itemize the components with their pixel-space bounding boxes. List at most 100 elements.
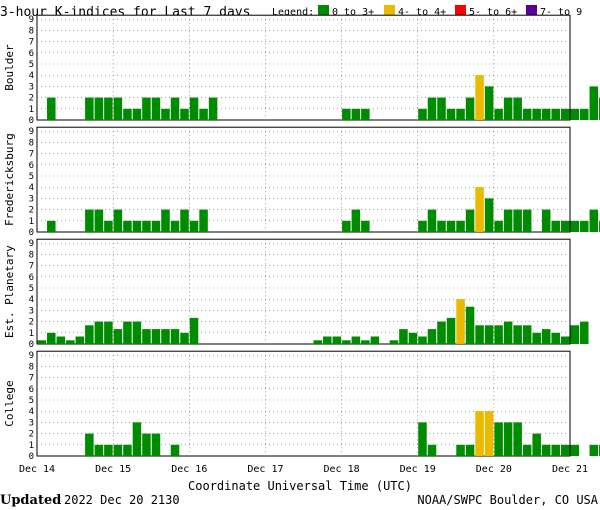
k-index-bar xyxy=(313,340,323,344)
k-index-bar xyxy=(170,220,180,232)
legend-label: Legend: xyxy=(272,7,314,18)
x-tick-label: Dec 14 xyxy=(19,464,55,475)
k-index-bar xyxy=(189,317,199,344)
k-index-bar xyxy=(142,220,151,232)
k-index-bar xyxy=(570,220,580,232)
y-tick-label: 0 xyxy=(29,340,34,350)
k-index-bar xyxy=(85,433,94,456)
k-index-bar xyxy=(532,433,541,456)
y-tick-label: 5 xyxy=(29,396,34,406)
k-index-bar xyxy=(94,321,104,344)
k-index-bar xyxy=(446,108,456,120)
k-index-bar xyxy=(465,97,475,120)
legend-item-label: 0 to 3+ xyxy=(332,7,374,18)
k-index-bar xyxy=(75,336,85,344)
k-index-bar xyxy=(437,321,446,344)
y-tick-label: 8 xyxy=(29,138,34,148)
y-tick-label: 9 xyxy=(29,127,34,137)
k-index-bar xyxy=(161,209,170,232)
y-tick-label: 0 xyxy=(29,452,34,462)
k-index-bar xyxy=(85,97,94,120)
k-index-bar xyxy=(437,97,446,120)
k-index-bar xyxy=(503,97,513,120)
k-index-bar xyxy=(104,444,113,456)
k-index-bar xyxy=(503,321,513,344)
k-index-bar xyxy=(123,108,132,120)
y-tick-label: 8 xyxy=(29,250,34,260)
k-index-bar xyxy=(475,75,484,120)
k-index-bar xyxy=(132,220,142,232)
k-index-bar xyxy=(484,325,494,344)
k-index-bar xyxy=(47,97,56,120)
k-index-bar xyxy=(494,325,503,344)
panel-label: College xyxy=(3,380,16,426)
k-index-bar xyxy=(342,108,351,120)
updated-value: 2022 Dec 20 2130 xyxy=(64,493,180,507)
y-tick-label: 6 xyxy=(29,385,34,395)
y-tick-label: 4 xyxy=(29,71,34,81)
legend-swatch xyxy=(318,5,329,16)
k-index-bar xyxy=(85,209,94,232)
y-tick-label: 9 xyxy=(29,351,34,361)
k-index-bar xyxy=(456,220,465,232)
k-index-bar xyxy=(522,325,532,344)
legend-swatch xyxy=(526,5,537,16)
k-index-bar xyxy=(142,329,151,344)
y-tick-label: 9 xyxy=(29,15,34,25)
k-index-bar xyxy=(541,209,551,232)
y-tick-label: 1 xyxy=(29,441,34,451)
k-index-bar xyxy=(437,220,446,232)
k-index-bar xyxy=(418,336,427,344)
k-index-bar xyxy=(551,108,560,120)
y-tick-label: 7 xyxy=(29,38,34,48)
k-index-bar xyxy=(427,97,437,120)
k-index-bar xyxy=(361,108,370,120)
k-index-bar xyxy=(541,108,551,120)
k-index-bar xyxy=(513,325,522,344)
k-index-bar xyxy=(180,108,189,120)
k-index-bar xyxy=(503,422,513,456)
y-tick-label: 2 xyxy=(29,94,34,104)
k-index-bar xyxy=(142,97,151,120)
k-index-bar xyxy=(522,108,532,120)
x-tick-label: Dec 20 xyxy=(476,464,512,475)
y-tick-label: 3 xyxy=(29,194,34,204)
y-tick-label: 4 xyxy=(29,295,34,305)
k-index-bar xyxy=(151,220,161,232)
x-tick-label: Dec 21 xyxy=(552,464,588,475)
k-index-bar xyxy=(475,325,484,344)
k-index-bar xyxy=(551,332,560,344)
x-tick-label: Dec 17 xyxy=(247,464,283,475)
k-index-bar xyxy=(484,411,494,456)
k-index-bar xyxy=(94,444,104,456)
k-index-bar xyxy=(132,321,142,344)
k-index-bar xyxy=(475,187,484,232)
y-tick-label: 0 xyxy=(29,116,34,126)
k-index-bar xyxy=(189,97,199,120)
k-index-bar xyxy=(408,332,418,344)
k-index-bar xyxy=(570,108,580,120)
x-tick-label: Dec 18 xyxy=(324,464,360,475)
y-tick-label: 4 xyxy=(29,183,34,193)
k-index-bar xyxy=(484,198,494,232)
k-index-bar xyxy=(104,220,113,232)
k-index-bar xyxy=(456,108,465,120)
k-index-bar xyxy=(199,108,208,120)
k-index-bar xyxy=(170,444,180,456)
k-index-bar xyxy=(446,317,456,344)
panel-label: Est. Planetary xyxy=(3,245,16,338)
k-index-bar xyxy=(161,108,170,120)
k-index-bar xyxy=(113,97,123,120)
k-index-bar xyxy=(389,340,399,344)
y-tick-label: 6 xyxy=(29,161,34,171)
k-index-bar xyxy=(503,209,513,232)
k-index-bar xyxy=(208,97,218,120)
k-index-bar xyxy=(104,321,113,344)
k-index-bar xyxy=(418,220,427,232)
y-tick-label: 7 xyxy=(29,150,34,160)
x-tick-label: Dec 15 xyxy=(95,464,131,475)
y-tick-label: 6 xyxy=(29,273,34,283)
y-tick-label: 5 xyxy=(29,172,34,182)
